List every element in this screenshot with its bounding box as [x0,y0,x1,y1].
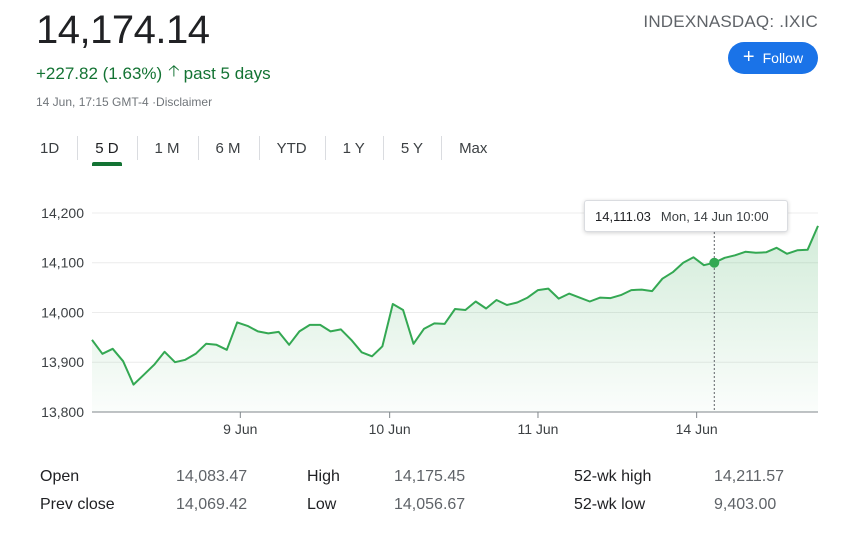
price-change: +227.82 (1.63%) 🡡 past 5 days [36,60,271,87]
stat-prev-close-label: Prev close [40,496,115,513]
stat-52wk-low-value: 9,403.00 [714,496,777,513]
stat-low: Low 14,056.67 [307,494,465,516]
y-tick-label: 14,100 [41,255,84,271]
stat-low-value: 14,056.67 [394,496,466,513]
x-tick-label: 10 Jun [369,421,411,437]
stat-prev-close: Prev close 14,069.42 [40,494,247,516]
follow-label: Follow [762,50,804,66]
stat-high: High 14,175.45 [307,466,465,488]
follow-button[interactable]: + Follow [728,42,818,74]
x-tick-label: 9 Jun [223,421,257,437]
stat-low-label: Low [307,496,337,513]
x-tick-label: 11 Jun [517,421,558,437]
price-chart[interactable]: 13,800 13,900 14,000 14,100 14,200 9 Jun 10 J… [0,190,856,450]
stat-high-label: High [307,468,340,485]
ticker-symbol: INDEXNASDAQ: .IXIC [643,12,818,31]
tab-5d[interactable]: 5 D [77,130,136,166]
tab-6m[interactable]: 6 M [197,130,259,166]
y-tick-label: 13,900 [41,354,84,370]
x-tick-label: 14 Jun [676,421,718,437]
tooltip-date: Mon, 14 Jun 10:00 [660,208,769,224]
arrow-up-icon: 🡡 [168,63,180,80]
stat-prev-close-value: 14,069.42 [176,496,248,513]
tab-ytd[interactable]: YTD [258,130,325,166]
plus-icon: + [742,46,755,68]
stat-open: Open 14,083.47 [40,466,247,488]
change-value: +227.82 (1.63%) [36,63,163,83]
tab-max[interactable]: Max [441,130,505,166]
tab-1y[interactable]: 1 Y [324,130,383,166]
tab-1d[interactable]: 1D [40,139,60,157]
tab-5y[interactable]: 5 Y [382,130,441,166]
stat-open-value: 14,083.47 [176,468,248,485]
chart-tooltip: 14,111.03 Mon, 14 Jun 10:00 [584,200,788,232]
stat-high-value: 14,175.45 [394,468,466,485]
change-period: past 5 days [183,63,271,83]
y-tick-label: 13,800 [41,404,84,420]
price-line [91,225,819,386]
timestamp-disclaimer[interactable]: 14 Jun, 17:15 GMT-4 ·Disclaimer [36,95,213,109]
stat-52wk-high-value: 14,211.57 [714,468,784,485]
stat-open-label: Open [40,468,80,485]
hover-point [709,257,720,268]
price-area [92,225,818,412]
current-price: 14,174.14 [36,8,210,52]
tab-1m[interactable]: 1 M [136,130,198,166]
y-tick-label: 14,000 [41,304,84,320]
stat-52wk-low-label: 52-wk low [574,496,646,513]
stat-52wk-high: 52-wk high 14,211.57 [574,466,784,488]
y-tick-label: 14,200 [41,205,84,221]
stat-52wk-low: 52-wk low 9,403.00 [574,494,776,516]
tooltip-value: 14,111.03 [595,208,651,224]
range-tabs: 1D 5 D 1 M 6 M YTD 1 Y 5 Y Max [22,130,505,166]
stat-52wk-high-label: 52-wk high [574,468,652,485]
